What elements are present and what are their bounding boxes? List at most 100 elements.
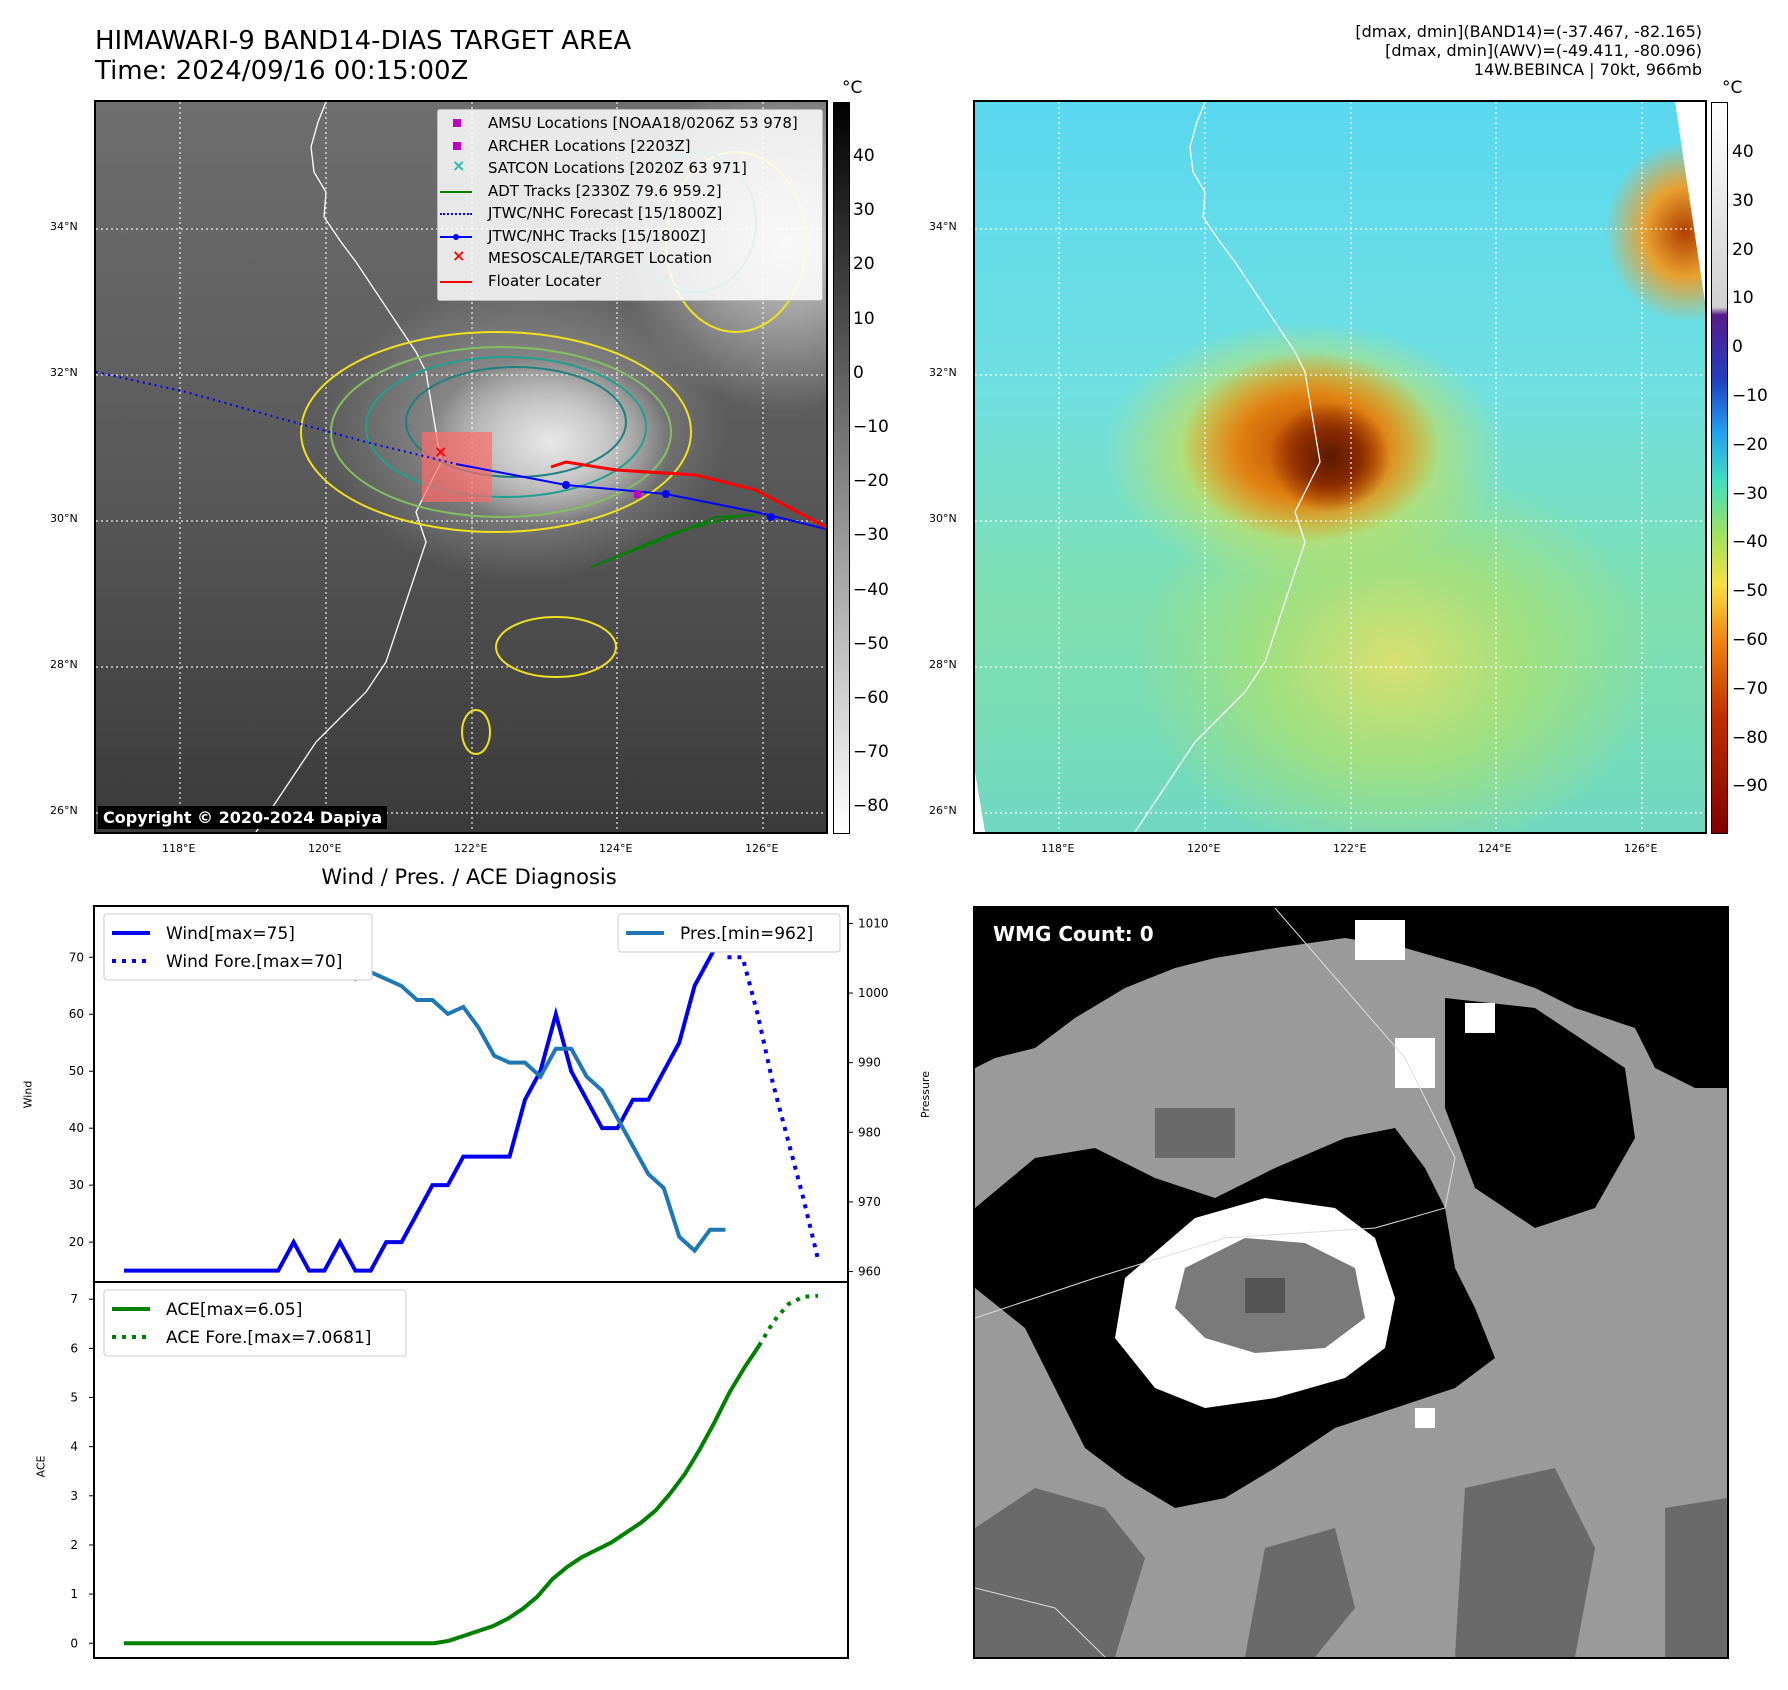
ir-colorbar-tick: −50: [853, 633, 889, 654]
legend-symbol-line-dot: [440, 229, 472, 243]
lat-tick-label: 32°N: [929, 366, 957, 379]
lon-tick-label: 126°E: [745, 842, 779, 855]
legend-symbol-x: ×: [452, 156, 466, 175]
figure-title: HIMAWARI-9 BAND14-DIAS TARGET AREA Time:…: [95, 26, 632, 86]
legend-symbol-dotted: [440, 206, 472, 220]
wind-legend-box: [103, 913, 373, 981]
wind-ytick-label: 50: [69, 1064, 84, 1078]
pressure-ytick-label: 980: [858, 1125, 881, 1139]
ir-colorbar-tick: −10: [853, 417, 889, 437]
ir-colorbar-tick: 40: [853, 146, 875, 166]
ace-axis-label: ACE: [34, 1455, 48, 1478]
lat-tick-label: 34°N: [929, 220, 957, 233]
lat-tick-label: 28°N: [929, 658, 957, 671]
wind-ytick-label: 30: [69, 1178, 84, 1192]
enhanced-coastline: [1134, 102, 1321, 832]
pressure-ytick-label: 1000: [858, 986, 889, 1000]
ir-colorbar-tick: 10: [853, 308, 875, 329]
wind-axis-label: Wind: [21, 1080, 35, 1109]
wmg-panel: WMG Count: 0: [973, 906, 1729, 1659]
enhanced-colorbar-tick: 0: [1732, 337, 1743, 358]
lon-tick-label: 126°E: [1624, 842, 1658, 855]
ace-legend-label: ACE[max=6.05]: [166, 1300, 302, 1320]
wind-line: [124, 926, 741, 1273]
legend-symbol-line: [440, 184, 472, 198]
ir-colorbar-tick: −40: [853, 579, 889, 600]
amsu-marker: [634, 491, 641, 498]
pressure-ytick-label: 960: [858, 1265, 881, 1279]
enhanced-colorbar-tick: 30: [1732, 190, 1754, 211]
ir-colorbar-tick: −60: [853, 688, 889, 708]
target-x-marker: ×: [434, 442, 447, 461]
legend-symbol-line: [440, 274, 472, 288]
lat-tick-label: 34°N: [50, 220, 78, 233]
lon-tick-label: 118°E: [162, 842, 196, 855]
ace-ytick-label: 0: [70, 1636, 78, 1650]
copyright-badge: Copyright © 2020-2024 Dapiya: [98, 806, 388, 829]
enhanced-colorbar: [1711, 102, 1728, 834]
enhanced-map-overlay: [975, 102, 1705, 832]
ace-ytick-label: 3: [70, 1489, 78, 1503]
enhanced-colorbar-tick: −30: [1732, 483, 1768, 504]
lon-tick-label: 122°E: [454, 842, 488, 855]
pressure-ytick-label: 1010: [858, 916, 889, 930]
ir-colorbar-tick: −70: [853, 742, 889, 763]
ir-colorbar-tick: −80: [853, 796, 889, 817]
ir-colorbar-tick: 30: [853, 200, 875, 221]
enhanced-colorbar-tick: −80: [1732, 727, 1768, 748]
ace-ytick-label: 5: [70, 1391, 78, 1405]
legend-label: JTWC/NHC Tracks [15/1800Z]: [488, 226, 706, 245]
diagnosis-chart-title: Wind / Pres. / ACE Diagnosis: [321, 865, 617, 889]
legend-label: AMSU Locations [NOAA18/0206Z 53 978]: [488, 114, 798, 132]
ace-ytick-label: 7: [70, 1292, 78, 1306]
enhanced-colorbar-tick: −90: [1732, 776, 1768, 797]
wind-forecast-line: [727, 955, 820, 1260]
enhanced-colorbar-tick: 20: [1732, 239, 1754, 260]
lon-tick-label: 120°E: [308, 842, 342, 855]
pressure-ytick-label: 990: [858, 1056, 881, 1070]
ace-legend-box: [103, 1289, 407, 1357]
pressure-ytick-label: 970: [858, 1195, 881, 1209]
floater-locater: [550, 460, 826, 529]
enhanced-nodata-edge: [1675, 102, 1705, 302]
lon-tick-label: 124°E: [599, 842, 633, 855]
jtwc-track-points: [562, 481, 775, 521]
legend-symbol-x: ×: [452, 246, 466, 265]
target-box: [422, 432, 492, 502]
pressure-legend-box: [617, 913, 841, 953]
enhanced-colorbar-tick: −20: [1732, 434, 1768, 455]
stats-readout: [dmax, dmin](BAND14)=(-37.467, -82.165) …: [1355, 22, 1702, 79]
ace-forecast-legend-label: ACE Fore.[max=7.0681]: [166, 1328, 371, 1348]
legend-symbol-square: [440, 116, 472, 130]
legend-label: ARCHER Locations [2203Z]: [488, 136, 691, 155]
lat-tick-label: 26°N: [50, 804, 78, 817]
wmg-count-badge: WMG Count: 0: [985, 918, 1162, 950]
ir-map-panel: × Copyright © 2020-2024 Dapiya: [94, 100, 828, 834]
enhanced-colorbar-tick: −70: [1732, 678, 1768, 699]
lat-tick-label: 28°N: [50, 658, 78, 671]
wind-ytick-label: 70: [69, 950, 84, 964]
wind-ytick-label: 20: [69, 1235, 84, 1249]
lat-tick-label: 26°N: [929, 804, 957, 817]
legend-symbol-square: [440, 139, 472, 153]
enhanced-ir-map-panel: [973, 100, 1707, 834]
ir-colorbar-tick: 20: [853, 254, 875, 275]
enhanced-colorbar-tick: −60: [1732, 630, 1768, 650]
pressure-legend-label: Pres.[min=962]: [680, 924, 813, 944]
lat-tick-label: 30°N: [50, 512, 78, 525]
enhanced-colorbar-tick: −40: [1732, 532, 1768, 553]
legend-label: Floater Locater: [488, 271, 602, 290]
adt-tracks: [590, 513, 757, 568]
wmg-overlay: [975, 908, 1727, 1657]
ace-ytick-label: 6: [70, 1341, 78, 1355]
ace-plot-frame: [93, 1281, 849, 1659]
lat-tick-label: 30°N: [929, 512, 957, 525]
jtwc-forecast-track: [96, 371, 457, 465]
enhanced-colorbar-tick: −10: [1732, 386, 1768, 406]
ir-colorbar-unit: °C: [842, 78, 863, 98]
wind-forecast-legend-label: Wind Fore.[max=70]: [166, 952, 342, 972]
lon-tick-label: 118°E: [1041, 842, 1075, 855]
ir-colorbar-tick: 0: [853, 362, 864, 383]
ir-colorbar-tick: −20: [853, 471, 889, 492]
wind-legend-label: Wind[max=75]: [166, 924, 295, 944]
